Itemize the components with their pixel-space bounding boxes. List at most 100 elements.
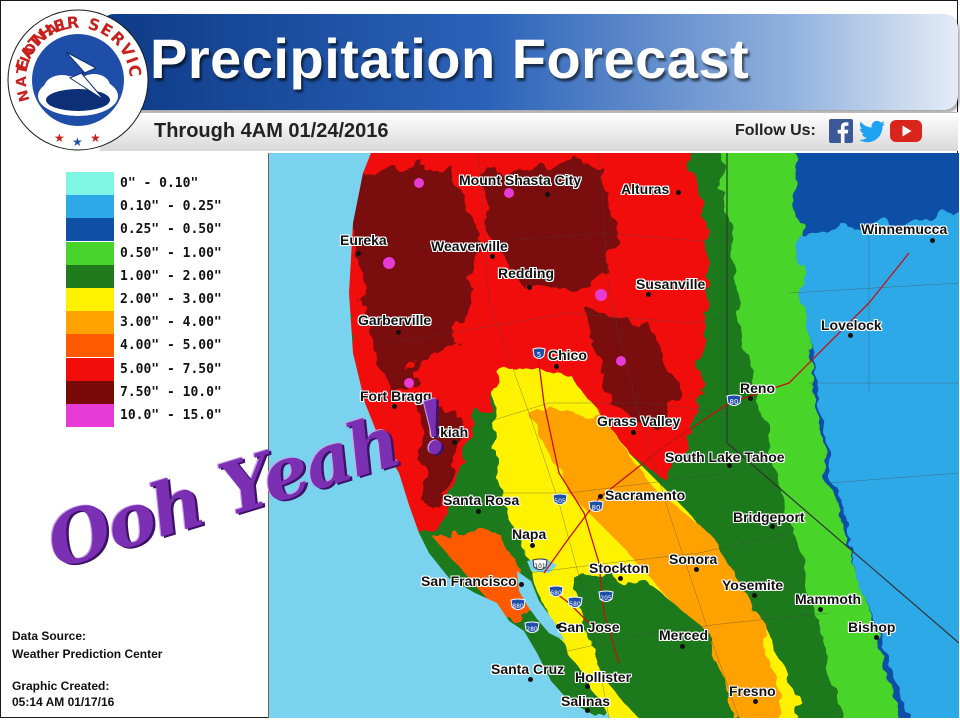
city-marker	[392, 404, 397, 409]
city-marker	[528, 677, 533, 682]
city-label: San Jose	[558, 619, 620, 635]
graphic-created-label: Graphic Created:	[12, 679, 110, 693]
legend-label: 1.00" - 2.00"	[120, 268, 222, 284]
city-marker	[530, 543, 535, 548]
city-label: Mount Shasta City	[459, 172, 582, 188]
city-label: Sacramento	[605, 487, 686, 503]
legend-swatch	[66, 311, 114, 335]
youtube-icon[interactable]	[890, 119, 922, 143]
city-label: Eureka	[340, 232, 387, 248]
svg-text:★: ★	[90, 131, 101, 145]
follow-us-label: Follow Us:	[735, 122, 816, 139]
data-source-value: Weather Prediction Center	[12, 647, 163, 661]
city-marker	[680, 644, 685, 649]
nws-logo: WEATHER SERVICE NATIONAL ★ ★ ★	[6, 8, 149, 151]
city-label: South Lake Tahoe	[665, 449, 785, 465]
shield-number: 680	[550, 590, 562, 597]
city-marker	[519, 582, 524, 587]
city-marker	[527, 285, 532, 290]
city-label: Susanville	[636, 276, 706, 292]
legend-label: 0.10" - 0.25"	[120, 199, 222, 215]
city-marker	[727, 463, 732, 468]
legend-swatch	[66, 380, 114, 404]
facebook-icon[interactable]	[829, 119, 853, 143]
legend-swatch	[66, 218, 114, 242]
legend-swatch	[66, 334, 114, 358]
city-label: Mammoth	[795, 591, 862, 607]
city-label: Ukiah	[430, 424, 469, 440]
forecast-period: Through 4AM 01/24/2016	[154, 120, 389, 142]
shield-number: 580	[569, 601, 581, 608]
city-marker	[770, 524, 775, 529]
legend-swatch	[66, 403, 114, 427]
legend-swatch	[66, 241, 114, 265]
city-marker	[930, 238, 935, 243]
shield-number: 205	[600, 595, 612, 602]
city-marker	[490, 254, 495, 259]
interstate-shield-icon: 280	[524, 621, 540, 633]
city-label: Sonora	[669, 551, 718, 567]
svg-text:★: ★	[54, 131, 65, 145]
precipitation-map	[268, 153, 959, 718]
city-label: Weaverville	[431, 238, 508, 254]
city-marker	[874, 635, 879, 640]
city-marker	[694, 567, 699, 572]
interstate-shield-icon: 580	[567, 596, 583, 608]
legend-label: 4.00" - 5.00"	[120, 338, 222, 354]
city-label: Fort Bragg	[360, 388, 432, 404]
city-label: Yosemite	[722, 577, 784, 593]
city-label: Lovelock	[821, 317, 882, 333]
city-marker	[396, 330, 401, 335]
city-marker	[631, 430, 636, 435]
header-banner	[100, 14, 958, 110]
svg-text:★: ★	[72, 135, 83, 149]
city-label: Grass Valley	[597, 413, 681, 429]
shield-number: 505	[554, 498, 566, 505]
twitter-icon[interactable]	[858, 119, 886, 143]
city-label: Garberville	[358, 312, 432, 328]
legend-swatch	[66, 195, 114, 219]
legend-label: 2.00" - 3.00"	[120, 291, 222, 307]
interstate-shield-icon: 80	[588, 500, 604, 512]
city-label: Santa Rosa	[443, 492, 520, 508]
legend-label: 3.00" - 4.00"	[120, 315, 222, 331]
legend-label: 7.50" - 10.0"	[120, 384, 222, 400]
city-label: Bishop	[848, 619, 896, 635]
city-marker	[848, 333, 853, 338]
page-title: Precipitation Forecast	[150, 27, 750, 90]
interstate-shield-icon: 205	[598, 590, 614, 602]
city-marker	[752, 593, 757, 598]
shield-number: 880	[512, 603, 524, 610]
city-marker	[554, 364, 559, 369]
city-marker	[676, 190, 681, 195]
city-label: Stockton	[589, 560, 649, 576]
city-label: Napa	[512, 526, 547, 542]
city-marker	[753, 699, 758, 704]
city-marker	[476, 509, 481, 514]
legend-swatch	[66, 357, 114, 381]
city-marker	[748, 396, 753, 401]
graphic-created-value: 05:14 AM 01/17/16	[12, 695, 115, 709]
city-label: San Francisco	[421, 573, 517, 589]
city-label: Reno	[740, 380, 775, 396]
legend-label: 10.0" - 15.0"	[120, 407, 222, 423]
city-marker	[585, 684, 590, 689]
legend-swatch	[66, 264, 114, 288]
us-route-shield-icon: 101	[532, 558, 548, 570]
interstate-shield-icon: 80	[726, 394, 742, 406]
city-label: Winnemucca	[861, 221, 948, 237]
city-marker	[646, 292, 651, 297]
city-label: Salinas	[561, 693, 611, 709]
subheader-bar	[100, 112, 958, 151]
city-label: Alturas	[621, 181, 670, 197]
city-label: Fresno	[729, 683, 776, 699]
city-marker	[598, 494, 603, 499]
interstate-shield-icon: 505	[552, 493, 568, 505]
shield-number: 80	[730, 398, 739, 406]
shield-number: 5	[537, 351, 541, 359]
legend-label: 0.25" - 0.50"	[120, 222, 222, 238]
legend-swatch	[66, 172, 114, 195]
legend-label: 5.00" - 7.50"	[120, 361, 222, 377]
legend-swatch	[66, 287, 114, 311]
city-label: Redding	[498, 265, 554, 281]
